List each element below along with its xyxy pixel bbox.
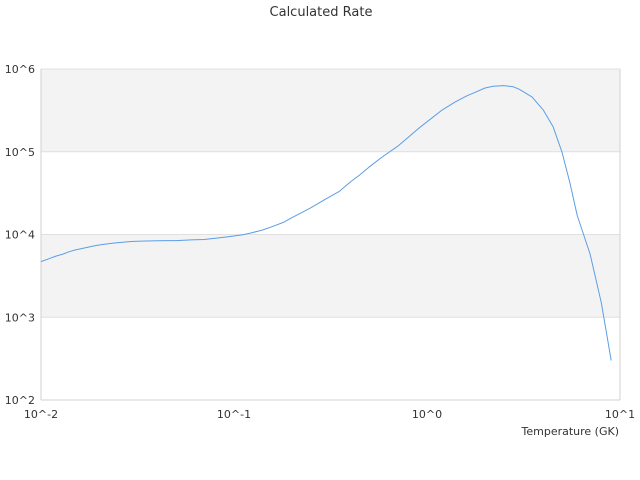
series-line bbox=[40, 85, 612, 361]
y-tick-labels: 10^2 10^3 10^4 10^5 10^6 bbox=[5, 63, 35, 407]
plot-band bbox=[41, 234, 620, 318]
x-tick-label: 10^-1 bbox=[217, 408, 251, 421]
y-tick-label: 10^4 bbox=[5, 229, 35, 242]
series-group bbox=[40, 85, 612, 361]
x-tick-labels: 10^-2 10^-1 10^0 10^1 bbox=[24, 408, 635, 421]
plot-bands bbox=[41, 69, 620, 318]
y-tick-label: 10^5 bbox=[5, 146, 35, 159]
y-tick-label: 10^2 bbox=[5, 394, 35, 407]
y-tick-label: 10^6 bbox=[5, 63, 35, 76]
plot-band bbox=[41, 69, 620, 152]
plot-axes bbox=[40, 69, 621, 401]
x-tick-label: 10^-2 bbox=[24, 408, 58, 421]
x-tick-label: 10^1 bbox=[605, 408, 635, 421]
x-axis-title: Temperature (GK) bbox=[521, 425, 620, 438]
chart-title: Calculated Rate bbox=[270, 5, 373, 20]
x-tick-label: 10^0 bbox=[412, 408, 442, 421]
y-tick-label: 10^3 bbox=[5, 311, 35, 324]
